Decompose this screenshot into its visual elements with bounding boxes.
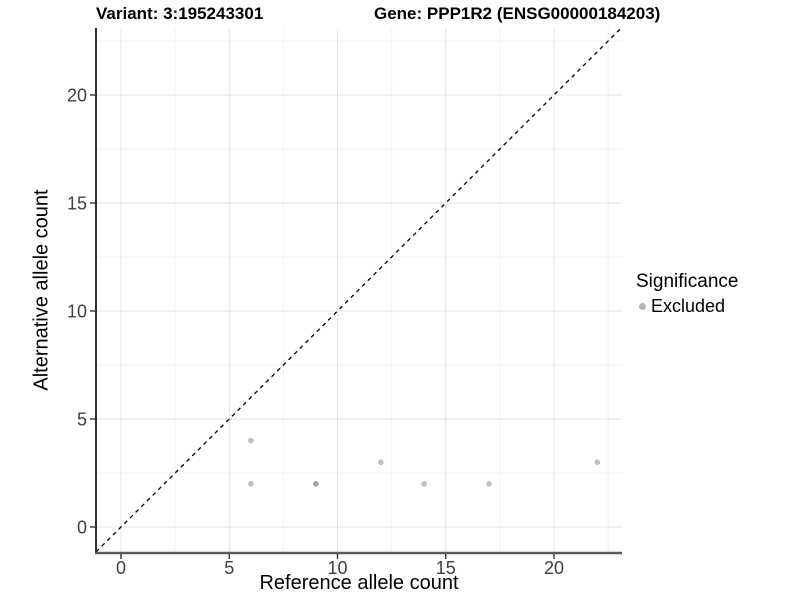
x-axis-title: Reference allele count bbox=[259, 572, 459, 594]
data-point bbox=[421, 481, 427, 487]
data-point bbox=[248, 481, 254, 487]
legend-item-label: Excluded bbox=[651, 296, 726, 316]
y-tick-label: 20 bbox=[67, 86, 87, 106]
y-tick-label: 15 bbox=[67, 194, 87, 214]
data-point bbox=[594, 459, 601, 466]
data-point bbox=[486, 481, 492, 487]
y-tick-label: 5 bbox=[77, 410, 87, 430]
x-tick-label: 15 bbox=[436, 558, 456, 578]
y-tick-label: 0 bbox=[77, 518, 87, 538]
x-tick-label: 10 bbox=[327, 558, 347, 578]
data-point bbox=[313, 481, 319, 487]
data-point bbox=[248, 437, 254, 444]
x-tick-label: 0 bbox=[116, 558, 126, 578]
dot-icon bbox=[639, 303, 646, 310]
y-axis-title: Alternative allele count bbox=[30, 189, 53, 391]
x-tick-label: 20 bbox=[544, 558, 564, 578]
legend-item-excluded: Excluded bbox=[636, 296, 738, 317]
identity-reference-line bbox=[95, 27, 622, 553]
legend: Significance Excluded bbox=[636, 271, 738, 317]
x-tick-label: 5 bbox=[224, 558, 234, 578]
plot-title-variant: Variant: 3:195243301 bbox=[96, 4, 264, 23]
y-tick-label: 10 bbox=[67, 302, 87, 322]
legend-title: Significance bbox=[636, 271, 739, 292]
plot-title-gene: Gene: PPP1R2 (ENSG00000184203) bbox=[374, 4, 661, 23]
data-point bbox=[378, 459, 384, 466]
